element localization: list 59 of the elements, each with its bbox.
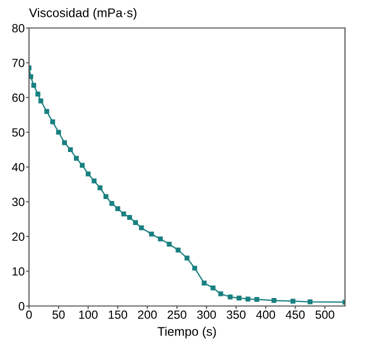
point (80, 162, 85, 168)
point (133, 220, 138, 226)
point (104, 194, 108, 199)
y-tick-label: 10 (12, 267, 24, 276)
y-tick-label: 0 (18, 302, 24, 310)
point (62, 140, 67, 146)
point (166, 242, 172, 247)
point (31, 82, 36, 88)
point (202, 280, 207, 286)
x-tick-label: 400 (256, 310, 276, 319)
x-tick-label: 500 (316, 310, 334, 319)
x-tick-label: 450 (286, 310, 305, 319)
y-tick-label: 20 (12, 232, 24, 241)
point (98, 185, 102, 190)
y-tick-label: 60 (12, 94, 24, 102)
point (115, 206, 120, 212)
point (236, 296, 242, 300)
x-axis-title: Tiempo (s) (158, 326, 216, 338)
point (254, 296, 260, 302)
point (218, 291, 224, 296)
point (308, 299, 313, 304)
x-tick-label: 200 (138, 310, 157, 319)
point (139, 225, 144, 230)
y-tick-label: 30 (12, 198, 24, 206)
point (68, 147, 73, 152)
y-tick-label: 40 (12, 163, 24, 172)
point (121, 211, 126, 216)
point (192, 266, 198, 271)
point (56, 130, 62, 135)
x-tick-label: 250 (168, 310, 186, 319)
point (272, 298, 276, 303)
point (246, 296, 250, 302)
point (29, 74, 34, 80)
point (92, 178, 97, 184)
point (74, 156, 79, 161)
x-tick-label: 150 (108, 310, 128, 319)
x-tick-label: 300 (197, 310, 216, 319)
point (158, 236, 163, 242)
x-tick-label: 100 (79, 310, 98, 319)
point (210, 286, 216, 290)
point (228, 294, 233, 300)
point (127, 214, 132, 220)
y-axis-title: Viscosidad (mPa·s) (29, 8, 136, 20)
point (184, 256, 190, 260)
y-tick-label: 80 (12, 24, 24, 32)
point (109, 201, 114, 206)
point (176, 248, 181, 252)
x-tick-label: 50 (52, 310, 65, 319)
point (44, 108, 50, 114)
y-tick-label: 50 (12, 128, 24, 137)
point (35, 92, 40, 96)
point (50, 119, 56, 124)
x-tick-label: 0 (26, 310, 32, 319)
x-tick-label: 350 (226, 310, 246, 319)
point (86, 172, 91, 176)
point (149, 232, 154, 236)
point (38, 98, 44, 104)
y-tick-label: 70 (12, 58, 24, 68)
point (290, 298, 296, 304)
